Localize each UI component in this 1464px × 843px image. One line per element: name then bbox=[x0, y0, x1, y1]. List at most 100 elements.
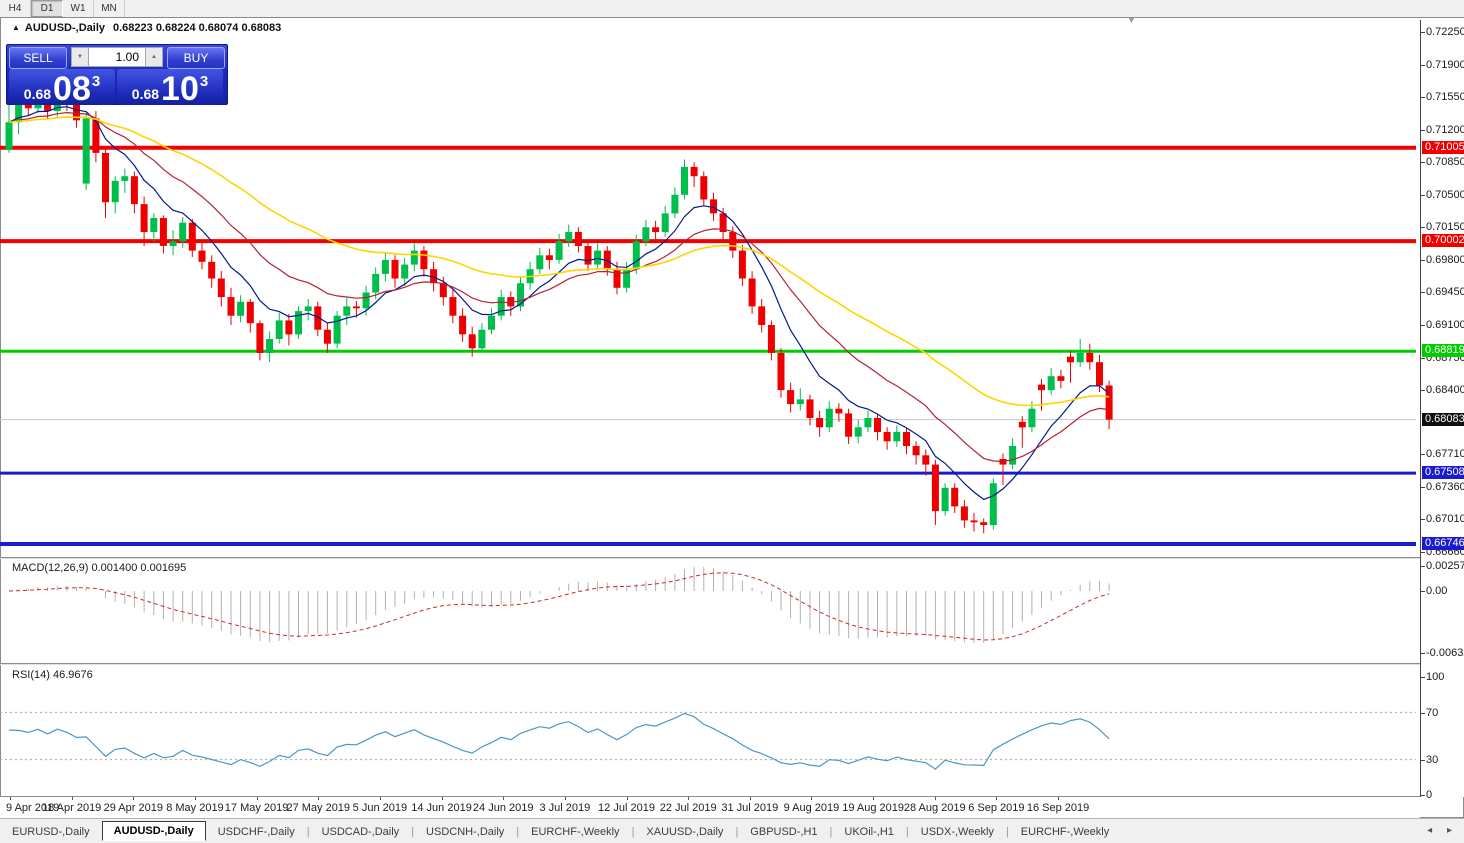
price-tick-label: 0.69800 bbox=[1426, 253, 1464, 266]
level-price-badge: 0.70002 bbox=[1422, 234, 1464, 248]
price-tick-mark bbox=[1421, 390, 1425, 392]
buy-button[interactable]: BUY bbox=[167, 47, 225, 69]
macd-axis-label: 0.00 bbox=[1426, 585, 1448, 597]
date-label: 9 Apr 2019 bbox=[6, 802, 60, 814]
price-tick-mark bbox=[1421, 129, 1425, 131]
price-chart-pane[interactable] bbox=[0, 20, 1420, 558]
macd-signal-line bbox=[8, 572, 1110, 641]
price-tick-mark bbox=[1421, 64, 1425, 66]
timeframe-mn-button[interactable]: MN bbox=[94, 0, 125, 17]
rsi-tick-mark bbox=[1421, 795, 1425, 796]
price-tick-mark bbox=[1421, 486, 1425, 488]
chart-shift-marker-icon[interactable]: ▼ bbox=[1127, 15, 1136, 25]
price-tick-mark bbox=[1421, 259, 1425, 261]
price-tick-label: 0.70850 bbox=[1426, 156, 1464, 169]
date-label: 12 Jul 2019 bbox=[598, 802, 655, 814]
volume-decrease-button[interactable]: ▼ bbox=[71, 47, 89, 67]
level-price-badge: 0.67508 bbox=[1422, 466, 1464, 480]
time-axis: 9 Apr 2019 18 Apr 2019 29 Apr 2019 8 May 20… bbox=[0, 796, 1420, 818]
timeframe-w1-button[interactable]: W1 bbox=[63, 0, 94, 17]
tab-separator: | bbox=[905, 825, 909, 838]
chart-tab-eurusd-daily[interactable]: EURUSD-,Daily bbox=[12, 825, 90, 838]
rsi-axis-label: 100 bbox=[1426, 671, 1445, 683]
date-label: 31 Jul 2019 bbox=[721, 802, 779, 814]
chart-tab-eurchf-weekly[interactable]: EURCHF-,Weekly bbox=[1020, 825, 1110, 838]
date-label: 3 Jul 2019 bbox=[539, 802, 591, 814]
chart-window bbox=[0, 17, 1464, 818]
tab-separator: | bbox=[411, 825, 415, 838]
price-tick-label: 0.69100 bbox=[1426, 319, 1464, 332]
timeframe-h4-button[interactable]: H4 bbox=[0, 0, 31, 17]
rsi-pane[interactable] bbox=[0, 666, 1420, 796]
timeframe-d1-button[interactable]: D1 bbox=[31, 0, 63, 17]
chart-tab-usdcnh-daily[interactable]: USDCNH-,Daily bbox=[426, 825, 505, 838]
price-tick-mark bbox=[1421, 519, 1425, 521]
rsi-indicator-label: RSI(14) 46.9676 bbox=[12, 669, 93, 681]
sell-price-display[interactable]: 0.68 08 3 bbox=[9, 69, 115, 106]
pane-splitter[interactable] bbox=[0, 557, 1464, 558]
date-tick-mark bbox=[873, 796, 875, 800]
chart-tab-audusd-daily[interactable]: AUDUSD-,Daily bbox=[101, 821, 206, 841]
price-axis-border bbox=[1420, 20, 1421, 797]
date-tick-mark bbox=[318, 796, 320, 800]
rsi-tick-mark bbox=[1421, 677, 1425, 678]
chart-tab-usdchf-daily[interactable]: USDCHF-,Daily bbox=[217, 825, 295, 838]
date-tick-mark bbox=[379, 796, 381, 800]
macd-indicator-label: MACD(12,26,9) 0.001400 0.001695 bbox=[12, 562, 187, 574]
buy-price-display[interactable]: 0.68 10 3 bbox=[117, 69, 223, 108]
price-tick-mark bbox=[1421, 454, 1425, 456]
buy-price-prefix: 0.68 bbox=[131, 86, 160, 102]
buy-price-pip: 3 bbox=[199, 73, 209, 90]
date-tick-mark bbox=[194, 796, 196, 800]
price-tick-label: 0.72250 bbox=[1426, 26, 1464, 38]
price-tick-mark bbox=[1421, 32, 1425, 33]
chart-ohlc-values: 0.68223 0.68224 0.68074 0.68083 bbox=[113, 22, 282, 34]
tab-scroll-arrows[interactable]: ◂ ▸ bbox=[1427, 825, 1458, 836]
chart-tab-usdcad-daily[interactable]: USDCAD-,Daily bbox=[321, 825, 400, 838]
date-tick-mark bbox=[10, 796, 11, 800]
chart-title-row: ▲ AUDUSD-,Daily 0.68223 0.68224 0.68074 0.… bbox=[12, 22, 281, 34]
date-tick-mark bbox=[564, 796, 566, 800]
pane-splitter-highlight bbox=[0, 664, 1464, 665]
price-tick-mark bbox=[1421, 357, 1425, 359]
chart-tab-ukoil-h1[interactable]: UKOil-,H1 bbox=[844, 825, 894, 838]
sell-price-prefix: 0.68 bbox=[23, 86, 52, 102]
slow-ma-line bbox=[8, 116, 1110, 407]
price-tick-label: 0.71900 bbox=[1426, 58, 1464, 71]
chart-tab-eurchf-weekly[interactable]: EURCHF-,Weekly bbox=[531, 825, 620, 838]
chart-tab-bar: EURUSD-,Daily AUDUSD-,Daily USDCHF-,Daily |… bbox=[0, 818, 1464, 843]
fast-ma-line bbox=[8, 106, 1110, 501]
date-label: 9 Aug 2019 bbox=[783, 802, 840, 814]
rsi-axis-label: 70 bbox=[1426, 707, 1439, 719]
price-axis[interactable]: 0.72250 0.71900 0.71550 0.71200 0.70850 0.705… bbox=[1421, 18, 1464, 801]
price-tick-mark bbox=[1421, 292, 1425, 294]
volume-increase-button[interactable]: ▲ bbox=[145, 47, 163, 67]
rsi-tick-mark bbox=[1421, 760, 1425, 761]
rsi-axis-label: 30 bbox=[1426, 754, 1439, 766]
macd-tick-mark bbox=[1421, 653, 1425, 654]
date-tick-mark bbox=[71, 796, 73, 800]
buy-price-big: 10 bbox=[161, 70, 199, 108]
price-tick-label: 0.67010 bbox=[1426, 513, 1464, 526]
macd-pane[interactable] bbox=[0, 560, 1420, 663]
date-label: 16 Sep 2019 bbox=[1026, 802, 1090, 814]
price-tick-label: 0.69450 bbox=[1426, 286, 1464, 299]
chart-tab-usdx-weekly[interactable]: USDX-,Weekly bbox=[920, 825, 994, 838]
volume-stepper: ▼ 1.00 ▲ bbox=[71, 47, 163, 67]
chart-tab-gbpusd-h1[interactable]: GBPUSD-,H1 bbox=[750, 825, 818, 838]
date-label: 17 May 2019 bbox=[224, 802, 289, 814]
pane-splitter[interactable] bbox=[0, 663, 1464, 664]
date-label: 22 Jul 2019 bbox=[659, 802, 717, 814]
sell-button[interactable]: SELL bbox=[9, 47, 67, 69]
date-label: 19 Aug 2019 bbox=[842, 802, 904, 814]
tab-separator: | bbox=[306, 825, 310, 838]
medium-ma-line bbox=[8, 111, 1110, 463]
one-click-trading-panel: SELL ▼ 1.00 ▲ BUY 0.68 08 3 0.68 10 3 bbox=[6, 44, 228, 108]
volume-input[interactable]: 1.00 bbox=[89, 47, 145, 67]
chart-tab-xauusd-daily[interactable]: XAUUSD-,Daily bbox=[646, 825, 724, 838]
time-axis-line bbox=[0, 796, 1464, 797]
date-tick-mark bbox=[441, 796, 443, 800]
sell-price-pip: 3 bbox=[91, 73, 101, 90]
date-tick-mark bbox=[811, 796, 813, 800]
price-tick-mark bbox=[1421, 194, 1425, 196]
